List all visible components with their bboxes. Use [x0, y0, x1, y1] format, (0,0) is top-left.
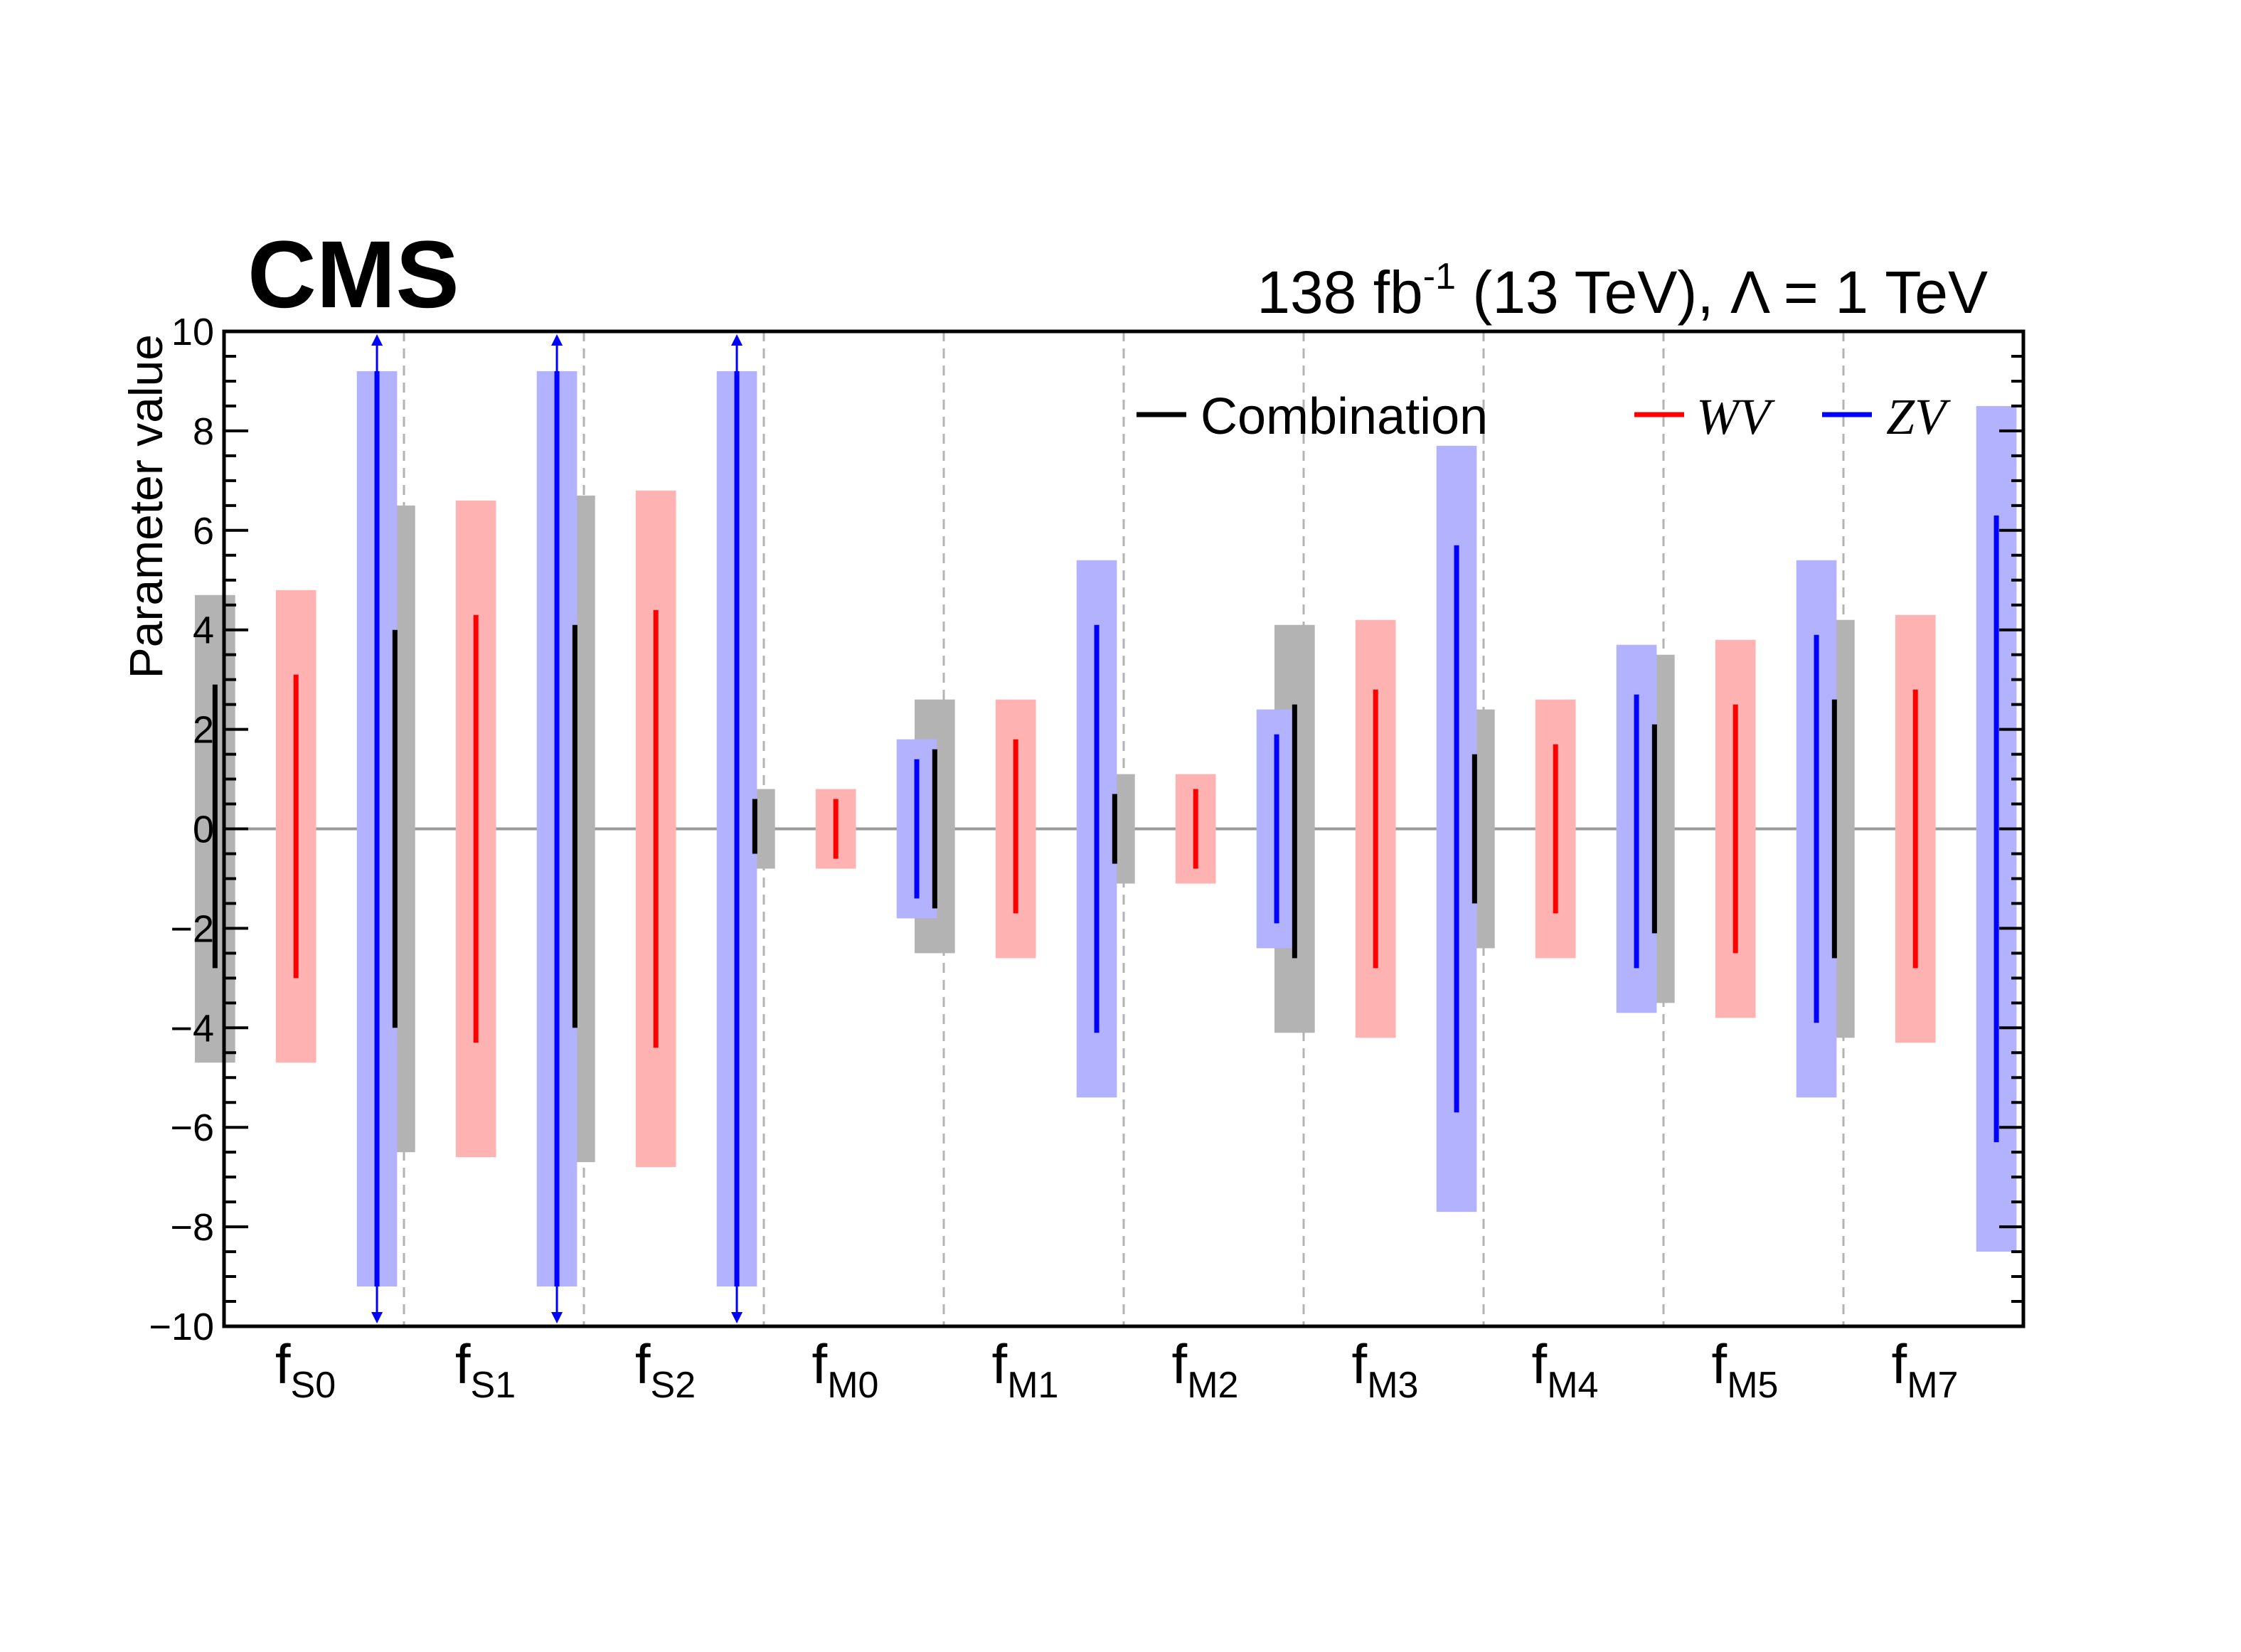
y-axis-ticks: −10 −8 −6 −4 −2 0 2 4 6 8 10 [149, 311, 2023, 1348]
legend-label-combination: Combination [1201, 388, 1488, 445]
y-axis-title: Parameter value [119, 334, 172, 678]
y-tick-label: −6 [170, 1107, 214, 1149]
x-category-label-s1: fS1 [455, 1333, 516, 1406]
y-tick-label: −2 [170, 907, 214, 950]
y-tick-label: 4 [193, 609, 214, 652]
x-category-label-m0: fM0 [812, 1333, 879, 1406]
x-category-label-s0: fS0 [275, 1333, 336, 1406]
lumi-value: 138 fb [1257, 259, 1423, 326]
x-category-label-m7: fM7 [1892, 1333, 1959, 1406]
legend-label-wv: WV [1696, 388, 1775, 445]
experiment-title: CMS [247, 222, 459, 328]
x-axis-labels: fS0 fS1 fS2 fM0 fM1 fM2 fM3 fM4 fM5 fM7 [275, 1333, 1959, 1406]
legend-label-zv: ZV [1886, 388, 1951, 445]
arrow-down-icon [731, 1312, 743, 1323]
lumi-rest: (13 TeV), Λ = 1 TeV [1456, 259, 1988, 326]
x-category-label-m4: fM4 [1532, 1333, 1599, 1406]
y-tick-label: −8 [170, 1206, 214, 1249]
legend: Combination WV ZV [1137, 388, 1951, 445]
x-category-label-m5: fM5 [1712, 1333, 1779, 1406]
y-tick-label: 8 [193, 410, 214, 453]
luminosity-label: 138 fb-1 (13 TeV), Λ = 1 TeV [1257, 256, 1988, 326]
arrow-down-icon [551, 1312, 563, 1323]
x-category-label-s2: fS2 [635, 1333, 696, 1406]
y-tick-label: −4 [170, 1007, 214, 1050]
arrow-up-icon [551, 334, 563, 346]
arrow-down-icon [371, 1312, 383, 1323]
x-category-label-m3: fM3 [1352, 1333, 1419, 1406]
arrow-up-icon [371, 334, 383, 346]
y-tick-label: 2 [193, 709, 214, 752]
x-category-label-m1: fM1 [992, 1333, 1059, 1406]
y-tick-label: 10 [171, 311, 214, 353]
x-category-label-m2: fM2 [1172, 1333, 1239, 1406]
y-tick-label: 0 [193, 809, 214, 851]
lumi-exponent: -1 [1423, 256, 1456, 297]
y-tick-label: 6 [193, 510, 214, 553]
arrow-up-icon [731, 334, 743, 346]
observed-lines [212, 371, 1999, 1287]
y-tick-label: −10 [149, 1306, 214, 1348]
out-of-range-arrows [371, 334, 743, 1323]
